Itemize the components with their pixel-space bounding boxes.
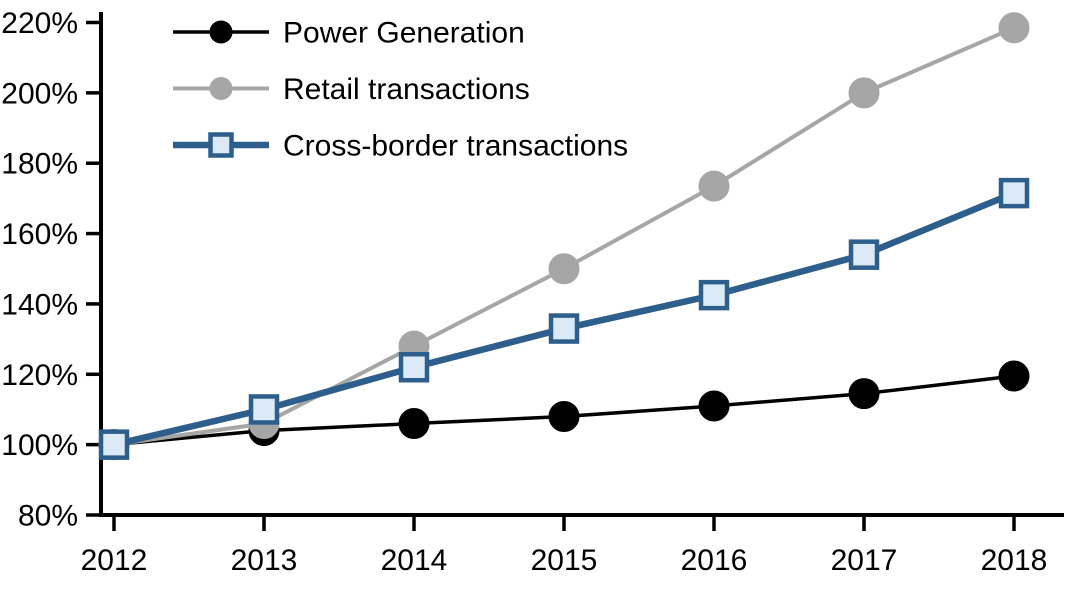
marker-retail-transactions-2015	[548, 253, 580, 285]
y-tick-label: 120%	[1, 359, 78, 392]
marker-cross-border-transactions-2014	[398, 352, 430, 383]
marker-power-generation-2016	[698, 390, 730, 422]
legend-label-power-generation: Power Generation	[283, 17, 525, 50]
marker-retail-transactions-2018	[998, 12, 1030, 44]
legend-label-retail-transactions: Retail transactions	[283, 73, 530, 106]
legend-marker-retail-transactions	[209, 77, 233, 100]
y-tick-label: 180%	[1, 148, 78, 181]
marker-power-generation-2018	[998, 360, 1030, 392]
y-tick-label: 100%	[1, 429, 78, 462]
y-tick-label: 80%	[18, 500, 78, 533]
series-group	[98, 12, 1030, 461]
x-tick-label: 2014	[381, 544, 448, 577]
marker-retail-transactions-2017	[848, 77, 880, 109]
marker-cross-border-transactions-2017	[848, 239, 880, 270]
legend-item-retail-transactions: Retail transactions	[173, 73, 530, 106]
legend-marker-cross-border-transactions	[208, 132, 234, 158]
marker-cross-border-transactions-2016	[698, 279, 730, 311]
x-tick-label: 2013	[231, 544, 298, 577]
legend-item-power-generation: Power Generation	[173, 17, 525, 50]
legend-item-cross-border-transactions: Cross-border transactions	[173, 130, 628, 163]
marker-cross-border-transactions-2012	[98, 429, 130, 460]
marker-cross-border-transactions-2018	[998, 177, 1030, 209]
marker-retail-transactions-2016	[698, 170, 730, 202]
legend-label-cross-border-transactions: Cross-border transactions	[283, 130, 628, 163]
x-tick-label: 2018	[981, 544, 1048, 577]
y-tick-label: 200%	[1, 77, 78, 110]
x-tick-label: 2012	[81, 544, 148, 577]
legend: Power Generation Retail transactions Cross…	[173, 17, 628, 163]
marker-power-generation-2014	[398, 408, 430, 440]
marker-power-generation-2015	[548, 401, 580, 432]
marker-power-generation-2017	[848, 378, 880, 410]
axes: 80% 100% 120% 140% 160% 180% 200% 220% 2012 2013 2…	[1, 7, 1064, 577]
marker-cross-border-transactions-2013	[248, 394, 280, 425]
legend-marker-power-generation	[209, 20, 233, 44]
y-tick-label: 220%	[1, 7, 78, 40]
y-tick-label: 160%	[1, 218, 78, 251]
x-tick-label: 2016	[681, 544, 748, 577]
x-tick-label: 2017	[831, 544, 898, 577]
y-tick-label: 140%	[1, 288, 78, 321]
marker-cross-border-transactions-2015	[548, 313, 580, 344]
x-tick-label: 2015	[531, 544, 598, 577]
